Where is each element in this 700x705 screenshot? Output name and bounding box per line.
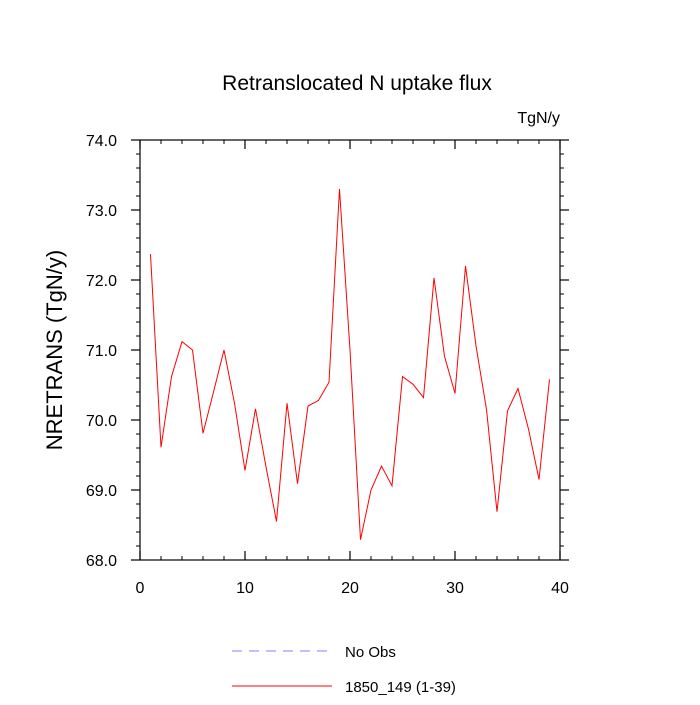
plot-series <box>150 188 550 540</box>
legend-label: 1850_149 (1-39) <box>345 679 456 696</box>
legend-label: No Obs <box>345 644 396 661</box>
x-tick-label: 20 <box>341 580 359 597</box>
y-tick-label: 70.0 <box>86 413 117 430</box>
chart-title: Retranslocated N uptake flux <box>222 72 492 95</box>
y-tick-label: 71.0 <box>86 343 117 360</box>
y-tick-label: 73.0 <box>86 203 117 220</box>
x-tick-label: 30 <box>446 580 464 597</box>
x-tick-label: 40 <box>551 580 569 597</box>
y-axis-label: NRETRANS (TgN/y) <box>42 250 67 450</box>
axes: 0 10 20 30 40 68.0 69.0 70.0 71.0 72.0 73.0 74.0 <box>86 133 569 597</box>
units-label: TgN/y <box>517 110 560 127</box>
y-tick-label: 69.0 <box>86 483 117 500</box>
x-tick-label: 0 <box>136 580 145 597</box>
x-tick-label: 10 <box>236 580 254 597</box>
y-tick-label: 68.0 <box>86 553 117 570</box>
series-line <box>150 188 550 540</box>
y-tick-label: 74.0 <box>86 133 117 150</box>
y-tick-label: 72.0 <box>86 273 117 290</box>
legend: No Obs 1850_149 (1-39) <box>232 644 456 696</box>
